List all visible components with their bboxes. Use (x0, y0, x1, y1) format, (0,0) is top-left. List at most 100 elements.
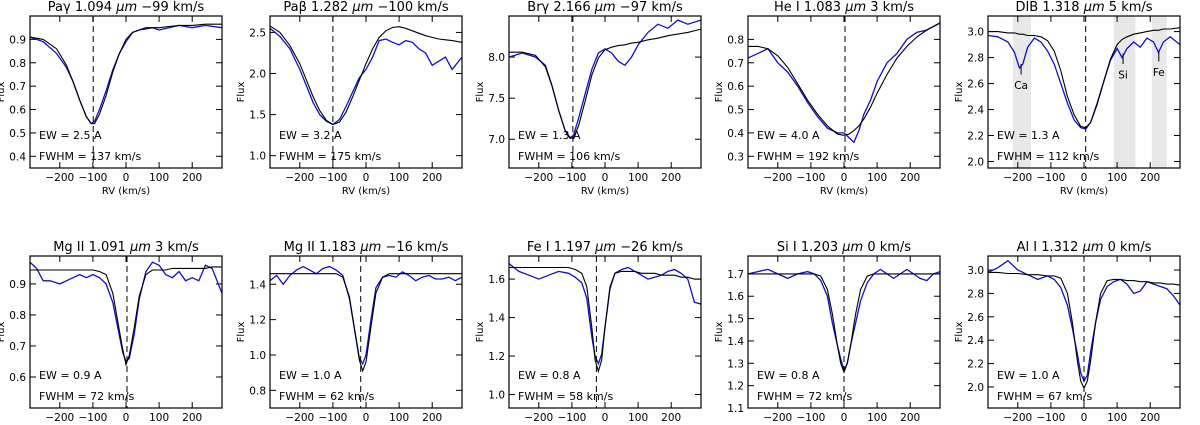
y-tick-label: 2.0 (249, 69, 266, 81)
title-unit: μm (844, 0, 866, 15)
fwhm-annotation: FWHM = 62 km/s (279, 390, 374, 403)
x-tick-label: 100 (867, 412, 887, 424)
panel-title: Mg II 1.183 μm −16 km/s (284, 240, 449, 255)
x-tick-label: −200 (45, 412, 74, 424)
title-species: Paβ (283, 0, 311, 15)
y-axis-label: Flux (714, 82, 725, 103)
y-axis-label: Flux (236, 322, 247, 343)
title-unit: μm (351, 0, 373, 15)
y-tick-label: 0.3 (727, 151, 744, 163)
title-unit: μm (841, 240, 863, 255)
series-gaussian-fit (988, 271, 1180, 390)
title-unit: μm (594, 0, 616, 15)
title-unit: μm (1083, 0, 1105, 15)
y-tick-label: 1.0 (249, 151, 266, 163)
x-tick-label: 0 (841, 412, 848, 424)
y-tick-label: 0.9 (9, 34, 26, 46)
ew-annotation: EW = 2.5 A (39, 129, 102, 142)
x-tick-label: 200 (900, 172, 920, 184)
y-tick-label: 8.0 (488, 52, 505, 64)
y-tick-label: 2.0 (967, 382, 984, 394)
x-tick-label: −100 (1036, 412, 1065, 424)
series-gaussian-fit (509, 266, 701, 374)
y-tick-label: 1.1 (727, 403, 744, 415)
x-tick-label: 0 (123, 172, 130, 184)
series-observed (509, 263, 701, 366)
title-velocity: 3 km/s (866, 0, 914, 15)
ew-annotation: EW = 3.2 A (279, 129, 342, 142)
x-tick-label: 0 (363, 172, 370, 184)
y-tick-label: 0.8 (727, 34, 744, 46)
ew-annotation: EW = 0.8 A (518, 369, 581, 382)
panel-title: Si I 1.203 μm 0 km/s (777, 240, 911, 255)
x-tick-label: −200 (1003, 172, 1032, 184)
plot-frame (29, 15, 223, 169)
y-tick-label: 1.2 (488, 351, 505, 363)
y-axis-label: Flux (0, 82, 7, 103)
x-tick-label: −200 (285, 172, 314, 184)
y-tick-label: 2.0 (967, 157, 984, 169)
x-tick-label: −200 (1003, 412, 1032, 424)
title-wavelength: 1.091 (89, 240, 130, 255)
y-tick-label: 2.4 (967, 105, 984, 117)
y-tick-label: 0.7 (9, 341, 26, 353)
x-tick-label: 0 (841, 172, 848, 184)
title-velocity: −100 km/s (373, 0, 449, 15)
plot-frame (987, 255, 1181, 409)
plot-frame (747, 255, 941, 409)
x-tick-label: −200 (45, 172, 74, 184)
y-tick-label: 2.6 (967, 79, 984, 91)
panel-mg-ii-1091: Mg II 1.091 μm 3 km/s −200 −100 0 100 200 0.6 0… (0, 240, 223, 424)
y-tick-label: 1.5 (727, 314, 744, 326)
feature-label-fe: Fe (1153, 67, 1165, 79)
series-gaussian-fit (748, 273, 940, 374)
y-axis-label: Flux (475, 82, 486, 103)
series-observed (270, 27, 462, 126)
x-axis-label: RV (km/s) (1060, 186, 1108, 197)
x-tick-label: 100 (867, 172, 887, 184)
x-tick-label: −200 (763, 172, 792, 184)
x-tick-label: −100 (796, 412, 825, 424)
y-tick-label: 1.4 (249, 279, 266, 291)
series-observed (30, 261, 222, 363)
x-tick-label: 200 (182, 172, 202, 184)
y-tick-label: 0.6 (9, 105, 26, 117)
y-tick-label: 1.5 (249, 110, 266, 122)
x-tick-label: −200 (763, 412, 792, 424)
title-species: He I (774, 0, 804, 15)
y-tick-label: 1.0 (488, 390, 505, 402)
title-velocity: 0 km/s (1104, 240, 1152, 255)
shaded-region-1 (1012, 16, 1032, 168)
y-tick-label: 0.7 (727, 58, 744, 70)
y-tick-label: 3.0 (967, 27, 984, 39)
shaded-region-3 (1151, 16, 1167, 168)
ew-annotation: EW = 4.0 A (757, 129, 820, 142)
x-tick-label: 100 (1107, 412, 1127, 424)
x-tick-label: −200 (524, 172, 553, 184)
y-axis-label: Flux (954, 322, 965, 343)
x-tick-label: −100 (557, 172, 586, 184)
panel-title: Brγ 2.166 μm −97 km/s (527, 0, 683, 15)
y-tick-label: 7.0 (488, 134, 505, 146)
x-tick-label: 100 (149, 412, 169, 424)
y-tick-label: 2.6 (967, 312, 984, 324)
y-tick-label: 2.5 (249, 27, 266, 39)
fwhm-annotation: FWHM = 175 km/s (279, 150, 381, 163)
x-tick-label: 0 (1081, 172, 1088, 184)
fwhm-annotation: FWHM = 106 km/s (518, 150, 620, 163)
panel-title: Paβ 1.282 μm −100 km/s (283, 0, 448, 15)
series-gaussian-fit (270, 273, 462, 373)
x-tick-label: 200 (1140, 172, 1160, 184)
x-tick-label: 200 (900, 412, 920, 424)
y-tick-label: 1.2 (727, 381, 744, 393)
x-tick-label: 100 (149, 172, 169, 184)
title-wavelength: 1.312 (1041, 240, 1082, 255)
x-tick-label: −100 (318, 412, 347, 424)
y-tick-label: 2.4 (967, 335, 984, 347)
panel-title: Fe I 1.197 μm −26 km/s (527, 240, 683, 255)
title-species: Mg II (53, 240, 88, 255)
feature-label-ca: Ca (1014, 80, 1028, 92)
panel-br-gamma: Brγ 2.166 μm −97 km/s −200 −100 0 100 200 7.0 7… (475, 0, 702, 197)
feature-label-si: Si (1118, 70, 1128, 82)
title-wavelength: 1.282 (311, 0, 352, 15)
